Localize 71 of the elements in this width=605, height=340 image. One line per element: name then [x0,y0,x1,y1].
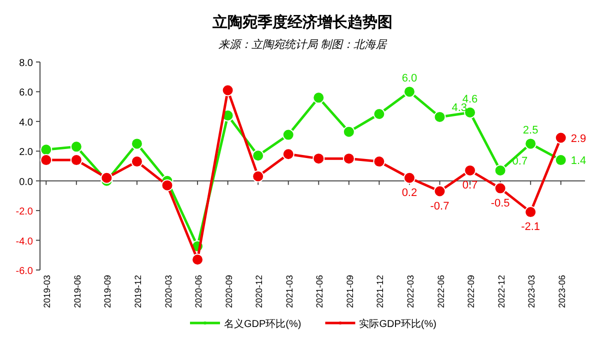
point [342,152,355,165]
data-label: 4.3 [452,102,468,114]
point [40,154,52,166]
data-label: -0.5 [490,197,510,210]
x-tick-label: 2019-09 [102,275,113,308]
point [494,182,506,194]
point [130,138,143,150]
point [464,164,476,176]
x-tick-label: 2023-06 [556,275,567,308]
x-tick-label: 2022-09 [466,275,476,308]
point [373,108,386,120]
data-label: 2.5 [522,124,538,137]
x-tick-label: 2020-09 [224,275,234,308]
y-tick-label: 8.0 [19,58,34,69]
y-tick-label: 4.0 [19,117,34,128]
point [554,154,567,166]
point [40,144,52,156]
point [434,185,446,198]
point [252,150,264,162]
point [252,170,264,182]
point [222,84,234,96]
legend-label: 实际GDP环比(%) [359,318,436,330]
point [524,138,537,150]
chart-subtitle: 来源：立陶宛统计局 制图：北海居 [218,38,388,51]
data-label: 0.7 [462,179,478,192]
point [70,140,82,153]
point [524,206,537,218]
point [130,156,143,168]
x-tick-label: 2019-12 [132,275,143,308]
y-tick-label: -4.0 [16,236,34,248]
data-label: -2.1 [521,221,540,234]
point [161,179,174,192]
point [434,110,446,123]
point [70,154,82,166]
x-tick-label: 2019-06 [72,275,82,308]
point [282,128,294,141]
x-tick-label: 2020-03 [163,275,174,308]
x-tick-label: 2020-12 [254,275,264,308]
point [312,152,325,165]
x-tick-label: 2020-06 [194,275,204,308]
data-label: 2.9 [570,132,586,145]
x-tick-label: 2022-06 [436,275,446,308]
x-tick-label: 2022-12 [496,275,506,308]
legend-label: 名义GDP环比(%) [224,318,302,330]
x-tick-label: 2021-03 [284,275,294,308]
point [192,254,204,266]
point [342,126,355,138]
point [554,132,567,144]
y-tick-label: 0.0 [19,176,34,188]
data-label: 1.4 [570,155,586,168]
x-tick-label: 2021-06 [314,275,325,308]
point [403,172,416,184]
x-tick-label: 2021-09 [344,275,355,308]
chart-title: 立陶宛季度经济增长趋势图 [212,13,392,31]
x-tick-label: 2021-12 [375,275,386,308]
y-tick-label: -6.0 [16,266,34,277]
y-tick-label: -2.0 [16,206,34,218]
data-label: 0.2 [402,186,418,199]
point [312,92,325,104]
x-tick-label: 2022-03 [405,275,416,308]
point [282,148,294,160]
data-label: 6.0 [402,72,418,85]
x-tick-label: 2019-03 [42,275,52,308]
point [100,172,113,184]
point [373,156,386,168]
y-tick-label: 2.0 [19,147,34,158]
data-label: -0.7 [430,200,450,212]
y-tick-label: 6.0 [19,88,34,99]
point [494,164,506,176]
point [403,86,416,98]
x-tick-label: 2023-03 [526,275,537,308]
